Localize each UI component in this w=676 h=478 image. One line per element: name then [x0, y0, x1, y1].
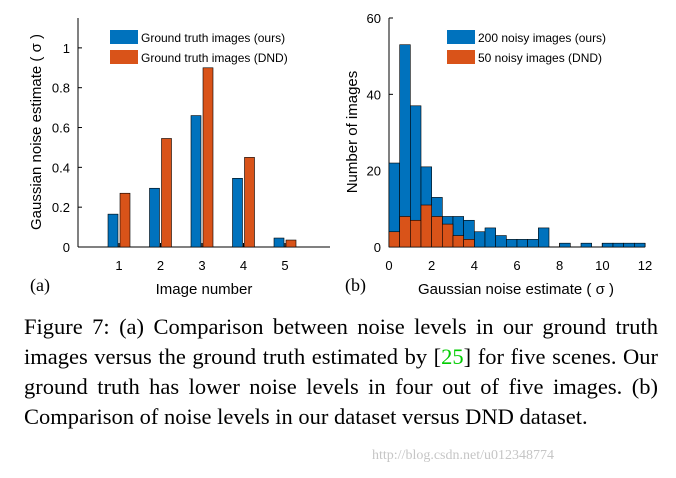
citation-link[interactable]: 25	[441, 344, 464, 369]
histogram-bar-ours	[623, 242, 635, 248]
bar-ours	[149, 187, 160, 248]
y-tick-label: 0.4	[52, 160, 70, 175]
histogram-bar-ours	[516, 239, 528, 248]
histogram-bar-ours	[495, 235, 507, 248]
bar-ours	[232, 178, 243, 248]
histogram-bar-ours	[559, 242, 571, 248]
caption-tail: ] for five scenes. Our ground truth has …	[24, 344, 659, 429]
bar-ours	[190, 115, 202, 248]
histogram-bar-dnd	[388, 231, 400, 248]
chart-a-x-axis-title: Image number	[156, 281, 253, 298]
histogram-bar-ours	[474, 231, 486, 248]
histogram-bar-dnd	[463, 239, 475, 248]
y-tick-label: 1	[63, 41, 70, 56]
histogram-bar-ours	[580, 242, 592, 248]
y-tick-label: 60	[367, 11, 381, 26]
histogram-bar-ours	[634, 242, 646, 248]
legend-swatch-dnd	[110, 50, 138, 64]
histogram-bar-ours	[506, 239, 518, 248]
histogram-bar-ours	[612, 242, 624, 248]
x-tick-label: 3	[198, 258, 205, 273]
y-tick-label: 40	[367, 87, 381, 102]
chart-b-legend: 200 noisy images (ours) 50 noisy images …	[447, 30, 606, 65]
y-tick-label: 20	[367, 164, 381, 179]
legend-swatch-dnd	[447, 50, 475, 64]
histogram-bar-dnd	[420, 204, 432, 248]
histogram-bar-ours	[484, 227, 496, 248]
x-tick-label: 8	[556, 258, 563, 273]
x-tick-label: 5	[281, 258, 288, 273]
x-tick-label: 2	[428, 258, 435, 273]
chart-a-legend: Ground truth images (ours) Ground truth …	[110, 30, 288, 65]
x-tick-label: 1	[115, 258, 122, 273]
histogram-bar-dnd	[399, 216, 411, 248]
legend-label-dnd: 50 noisy images (DND)	[478, 51, 602, 65]
chart-a-panel-label: (a)	[30, 275, 50, 296]
watermark: http://blog.csdn.net/u012348774	[372, 448, 554, 463]
x-tick-label: 4	[240, 258, 247, 273]
x-tick-label: 10	[595, 258, 609, 273]
y-tick-label: 0.6	[52, 121, 70, 136]
x-tick-label: 0	[385, 258, 392, 273]
x-tick-label: 12	[638, 258, 652, 273]
legend-label-ours: 200 noisy images (ours)	[478, 31, 606, 45]
chart-a-y-axis-title: Gaussian noise estimate ( σ )	[28, 34, 45, 230]
legend-swatch-ours	[110, 30, 138, 44]
histogram-bar-ours	[527, 239, 539, 248]
histogram-bar-ours	[602, 242, 614, 248]
y-tick-label: 0	[374, 240, 381, 255]
y-tick-label: 0	[63, 240, 70, 255]
figure-canvas: Gaussian noise estimate ( σ ) Image numb…	[28, 11, 652, 298]
bar-dnd	[119, 192, 131, 248]
legend-swatch-ours	[447, 30, 475, 44]
bar-dnd	[202, 67, 214, 248]
bar-dnd	[161, 138, 172, 248]
bar-ours	[107, 213, 119, 248]
legend-label-ours: Ground truth images (ours)	[141, 31, 285, 45]
histogram-bar-ours	[538, 227, 550, 248]
bar-dnd	[244, 157, 255, 248]
figure-caption: Figure 7: (a) Comparison between noise l…	[24, 312, 658, 432]
chart-b-y-axis-title: Number of images	[344, 71, 361, 194]
x-tick-label: 6	[513, 258, 520, 273]
y-tick-label: 0.2	[52, 200, 70, 215]
chart-b-panel-label: (b)	[345, 275, 366, 296]
x-tick-label: 2	[157, 258, 164, 273]
caption-lead: Figure 7: (a) Comparison between noise l…	[24, 314, 658, 369]
histogram-bar-dnd	[442, 223, 454, 248]
bar-dnd	[285, 239, 297, 248]
chart-b-x-axis-title: Gaussian noise estimate ( σ )	[418, 281, 614, 298]
bar-ours	[273, 237, 285, 248]
x-tick-label: 4	[471, 258, 478, 273]
histogram-bar-dnd	[410, 219, 422, 248]
legend-label-dnd: Ground truth images (DND)	[141, 51, 288, 65]
y-tick-label: 0.8	[52, 81, 70, 96]
histogram-bar-dnd	[431, 216, 443, 248]
chart-a: Gaussian noise estimate ( σ ) Image numb…	[28, 18, 330, 298]
histogram-bar-dnd	[452, 235, 464, 248]
chart-b: Number of images Gaussian noise estimate…	[344, 11, 652, 298]
